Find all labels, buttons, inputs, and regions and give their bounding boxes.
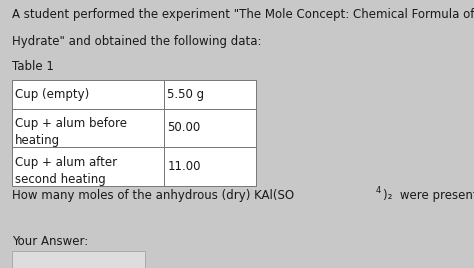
Text: Your Answer:: Your Answer: xyxy=(12,234,88,248)
Text: How many moles of the anhydrous (dry) KAl(SO: How many moles of the anhydrous (dry) KA… xyxy=(12,189,294,202)
Bar xyxy=(164,147,256,186)
Bar xyxy=(12,109,164,147)
Text: )₂  were present in the sample?: )₂ were present in the sample? xyxy=(383,189,474,202)
Text: 4: 4 xyxy=(376,186,381,195)
Bar xyxy=(12,80,164,109)
Text: 11.00: 11.00 xyxy=(167,160,201,173)
Text: Cup + alum before: Cup + alum before xyxy=(15,117,127,130)
Text: Cup (empty): Cup (empty) xyxy=(15,88,90,101)
Bar xyxy=(12,251,145,268)
Bar xyxy=(164,80,256,109)
Text: A student performed the experiment "The Mole Concept: Chemical Formula of a: A student performed the experiment "The … xyxy=(12,8,474,21)
Text: heating: heating xyxy=(15,134,60,147)
Text: second heating: second heating xyxy=(15,173,106,186)
Text: Cup + alum after: Cup + alum after xyxy=(15,156,117,169)
Text: 50.00: 50.00 xyxy=(167,121,201,135)
Text: 5.50 g: 5.50 g xyxy=(167,88,204,101)
Text: Hydrate" and obtained the following data:: Hydrate" and obtained the following data… xyxy=(12,35,261,48)
Bar xyxy=(12,147,164,186)
Text: Table 1: Table 1 xyxy=(12,60,54,73)
Bar xyxy=(164,109,256,147)
